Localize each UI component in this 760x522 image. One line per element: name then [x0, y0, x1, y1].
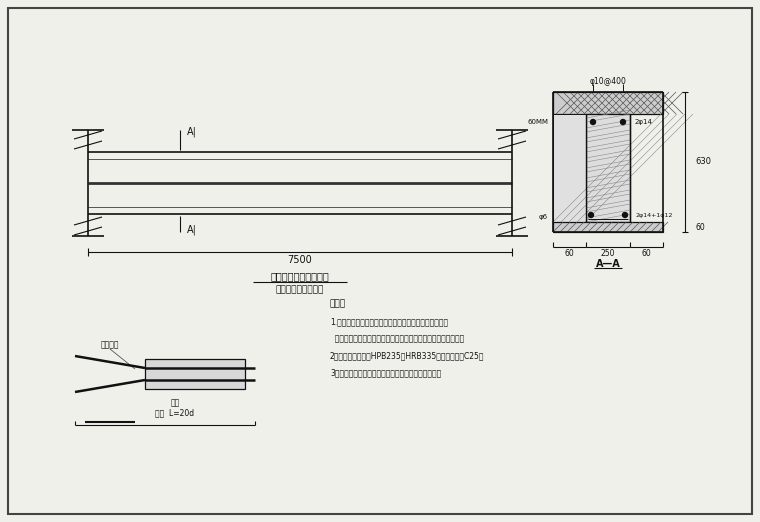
- Text: 人工凿岄: 人工凿岄: [101, 340, 119, 350]
- Bar: [553, 114, 586, 222]
- Text: φ10@400: φ10@400: [590, 77, 626, 87]
- Text: 2φ14+1φ12: 2φ14+1φ12: [635, 212, 673, 218]
- Circle shape: [620, 120, 625, 125]
- Text: 某梁增大截面加固示意: 某梁增大截面加固示意: [271, 271, 329, 281]
- Text: 3、施工时应各按合规范施工过程质量验收标准执行。: 3、施工时应各按合规范施工过程质量验收标准执行。: [330, 369, 442, 377]
- Text: 2φ14: 2φ14: [635, 119, 653, 125]
- Text: 樿筋: 樿筋: [170, 398, 179, 408]
- Bar: [145, 359, 245, 389]
- Text: 1.在上部梁具多章先生先化，清洗好净，面层处理干净，: 1.在上部梁具多章先生先化，清洗好净，面层处理干净，: [330, 317, 448, 326]
- Text: 60: 60: [641, 250, 651, 258]
- Text: 注意：: 注意：: [330, 300, 346, 309]
- Text: 60: 60: [565, 250, 575, 258]
- Text: 2、材料：锚筋采用HPB235或HRB335，混凝土标号C25。: 2、材料：锚筋采用HPB235或HRB335，混凝土标号C25。: [330, 351, 485, 361]
- Circle shape: [591, 120, 596, 125]
- Text: 7500: 7500: [287, 255, 312, 265]
- Text: A—A: A—A: [596, 259, 620, 269]
- Text: A|: A|: [187, 225, 197, 235]
- Text: 再在处理完毕后进行混凝土填入盖面处，假小处理大干净完毕。: 再在处理完毕后进行混凝土填入盖面处，假小处理大干净完毕。: [330, 335, 464, 343]
- Circle shape: [588, 212, 594, 218]
- Text: 锻固  L=20d: 锻固 L=20d: [156, 409, 195, 418]
- Text: 630: 630: [695, 158, 711, 167]
- Text: （植筋喷射混凝土）: （植筋喷射混凝土）: [276, 286, 325, 294]
- Bar: [553, 92, 663, 114]
- Text: 60MM: 60MM: [527, 119, 548, 125]
- Text: 250: 250: [600, 250, 616, 258]
- Bar: [586, 114, 630, 222]
- Circle shape: [622, 212, 628, 218]
- Text: φ6: φ6: [539, 214, 548, 220]
- Text: 60: 60: [695, 222, 705, 231]
- Text: A|: A|: [187, 127, 197, 137]
- Bar: [553, 222, 663, 232]
